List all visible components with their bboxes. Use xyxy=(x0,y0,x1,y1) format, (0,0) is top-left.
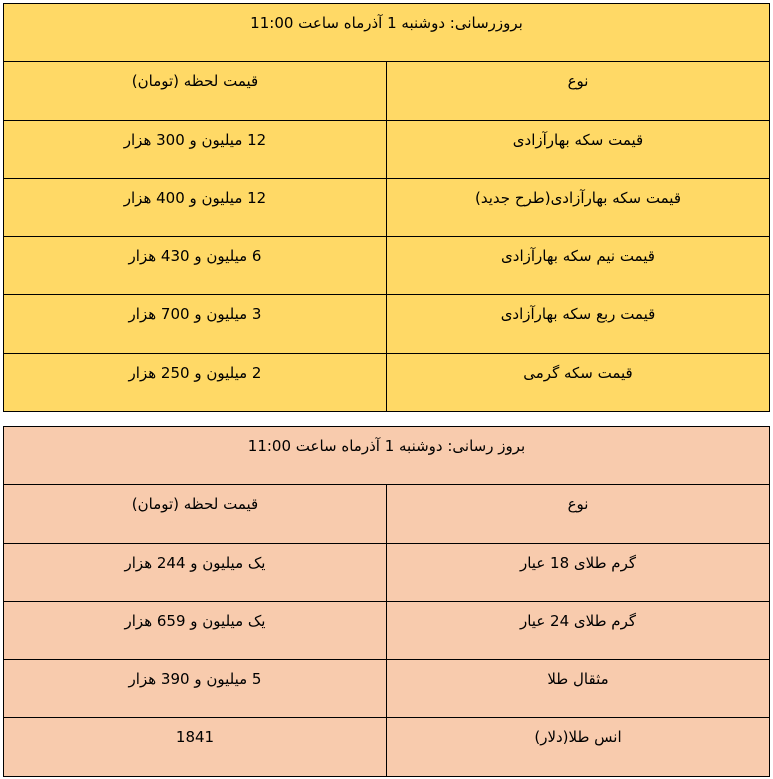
item-type: قیمت سکه بهارآزادی xyxy=(386,119,770,179)
update-time: بروز رسانی: دوشنبه 1 آذرماه ساعت 11:00 xyxy=(3,425,770,486)
header-price: قیمت لحظه (تومان) xyxy=(3,61,387,121)
header-row: نوع قیمت لحظه (تومان) xyxy=(3,484,770,544)
table-row: قیمت نیم سکه بهارآزادی 6 میلیون و 430 هزا… xyxy=(3,236,770,296)
table-row: قیمت ربع سکه بهارآزادی 3 میلیون و 700 هزا… xyxy=(3,294,770,354)
item-type: گرم طلای 24 عیار xyxy=(386,600,770,661)
item-type: قیمت نیم سکه بهارآزادی xyxy=(386,236,770,296)
table-row: قیمت سکه بهارآزادی(طرح جدید) 12 میلیون و … xyxy=(3,177,770,238)
item-price: 3 میلیون و 700 هزار xyxy=(3,294,387,354)
item-type: انس طلا(دلار) xyxy=(386,717,770,777)
item-price: 12 میلیون و 300 هزار xyxy=(3,119,387,179)
header-type: نوع xyxy=(386,61,770,121)
header-price: قیمت لحظه (تومان) xyxy=(3,484,387,544)
table-row: قیمت سکه گرمی 2 میلیون و 250 هزار xyxy=(3,352,770,413)
table-row: انس طلا(دلار) 1841 xyxy=(3,717,770,777)
table-row: گرم طلای 18 عیار یک میلیون و 244 هزار xyxy=(3,542,770,602)
header-row: نوع قیمت لحظه (تومان) xyxy=(3,61,770,121)
table-row: گرم طلای 24 عیار یک میلیون و 659 هزار xyxy=(3,600,770,661)
table-row: مثقال طلا 5 میلیون و 390 هزار xyxy=(3,659,770,719)
item-price: 6 میلیون و 430 هزار xyxy=(3,236,387,296)
item-type: قیمت ربع سکه بهارآزادی xyxy=(386,294,770,354)
item-price: 12 میلیون و 400 هزار xyxy=(3,177,387,238)
item-type: مثقال طلا xyxy=(386,659,770,719)
gold-price-table: بروز رسانی: دوشنبه 1 آذرماه ساعت 11:00 ن… xyxy=(3,425,770,777)
table-row: قیمت سکه بهارآزادی 12 میلیون و 300 هزار xyxy=(3,119,770,179)
item-price: یک میلیون و 659 هزار xyxy=(3,600,387,661)
item-price: 5 میلیون و 390 هزار xyxy=(3,659,387,719)
header-type: نوع xyxy=(386,484,770,544)
item-price: 2 میلیون و 250 هزار xyxy=(3,352,387,413)
item-price: 1841 xyxy=(3,717,387,777)
coin-price-table: بروزرسانی: دوشنبه 1 آذرماه ساعت 11:00 نو… xyxy=(3,2,770,413)
update-time: بروزرسانی: دوشنبه 1 آذرماه ساعت 11:00 xyxy=(3,2,770,63)
item-type: قیمت سکه گرمی xyxy=(386,352,770,413)
item-price: یک میلیون و 244 هزار xyxy=(3,542,387,602)
item-type: گرم طلای 18 عیار xyxy=(386,542,770,602)
item-type: قیمت سکه بهارآزادی(طرح جدید) xyxy=(386,177,770,238)
update-row: بروز رسانی: دوشنبه 1 آذرماه ساعت 11:00 xyxy=(3,425,770,486)
update-row: بروزرسانی: دوشنبه 1 آذرماه ساعت 11:00 xyxy=(3,2,770,63)
